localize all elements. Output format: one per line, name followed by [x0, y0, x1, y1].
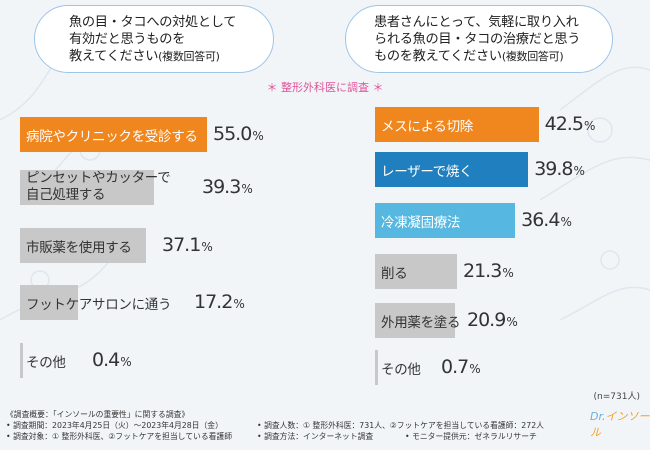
bar-right-5: 外用薬を塗る [375, 303, 461, 338]
bar-label-right-3: 冷凍凝固療法 [381, 215, 461, 231]
footer-method: • 調査方法：インターネット調査 [257, 432, 374, 441]
bar-label-left-1: 病院やクリニックを受診する [26, 129, 198, 145]
value-label-right-4: 21.3% [463, 260, 514, 282]
value-label-left-1: 55.0% [213, 123, 264, 145]
value-label-right-6: 0.7% [441, 356, 481, 378]
value-label-right-5: 20.9% [467, 309, 518, 331]
footer-title: 《調査概要：「インソールの重要性」に関する調査》 [6, 410, 190, 419]
right-question-text: 患者さんにとって、気軽に取り入れ られる魚の目・タコの治療だと思う ものを教えて… [374, 14, 581, 65]
footer-period: • 調査期間：2023年4月25日（火）～2023年4月28日（金） [6, 421, 223, 430]
right-question-bubble: 患者さんにとって、気軽に取り入れ られる魚の目・タコの治療だと思う ものを教えて… [345, 5, 613, 73]
bar-label-right-1: メスによる切除 [381, 119, 473, 135]
value-label-right-3: 36.4% [521, 209, 572, 231]
value-label-left-2: 39.3% [202, 176, 253, 198]
bar-label-right-4: 削る [381, 266, 408, 282]
footer-target: • 調査対象：① 整形外科医、②フットケアを担当している看護師 [6, 432, 233, 441]
bar-label-left-5: その他 [26, 355, 66, 371]
left-question-text: 魚の目・タコへの対処として 有効だと思うものを 教えてください(複数回答可) [69, 14, 236, 65]
left-question-bubble: 魚の目・タコへの対処として 有効だと思うものを 教えてください(複数回答可) [34, 5, 274, 73]
bar-left-2: ピンセットやカッターで 自己処理する [20, 170, 171, 205]
bar-right-3: 冷凍凝固療法 [375, 203, 516, 238]
left-question-line-2: 有効だと思うものを [69, 32, 185, 47]
right-question-line-1: 患者さんにとって、気軽に取り入れ [374, 15, 579, 30]
bar-label-right-2: レーザーで焼く [381, 164, 473, 180]
bar-label-left-4: フットケアサロンに通う [26, 297, 172, 313]
left-question-line-1: 魚の目・タコへの対処として [69, 15, 237, 30]
bar-label-right-5: 外用薬を塗る [381, 315, 461, 331]
value-label-left-4: 17.2% [194, 291, 245, 313]
bar-right-1: メスによる切除 [375, 107, 539, 142]
value-label-right-1: 42.5% [544, 113, 596, 135]
bar-label-right-6: その他 [381, 362, 421, 378]
bar-right-6: その他 [375, 350, 421, 385]
bar-left-1: 病院やクリニックを受診する [20, 117, 207, 152]
footer-provider: • モニター提供元：ゼネラルリサーチ [405, 432, 537, 441]
dr-insole-logo: Dr.インソール [590, 410, 650, 439]
bar-left-5: その他 [20, 343, 66, 378]
right-question-line-2: られる魚の目・タコの治療だと思う [374, 32, 581, 47]
bar-right-4: 削る [375, 254, 457, 289]
bar-left-3: 市販薬を使用する [20, 228, 147, 263]
bar-label-left-2: ピンセットやカッターで 自己処理する [26, 170, 171, 203]
bar-label-left-3: 市販薬を使用する [26, 240, 132, 256]
right-question-line-3: ものを教えてください [374, 49, 502, 64]
survey-subtitle: ＊ 整形外科医に調査 ＊ [266, 81, 384, 94]
bar-left-4: フットケアサロンに通う [20, 285, 172, 320]
left-question-note: (複数回答可) [158, 50, 220, 63]
right-question-note: (複数回答可) [501, 50, 564, 63]
sample-size: (n=731人) [593, 392, 640, 402]
value-label-left-5: 0.4% [92, 349, 132, 371]
bar-right-2: レーザーで焼く [375, 152, 529, 187]
value-label-right-2: 39.8% [534, 158, 585, 180]
value-label-left-3: 37.1% [162, 234, 213, 256]
footer-people: • 調査人数：① 整形外科医：731人、②フットケアを担当している看護師：272… [257, 421, 544, 430]
left-question-line-3: 教えてください [69, 49, 159, 64]
